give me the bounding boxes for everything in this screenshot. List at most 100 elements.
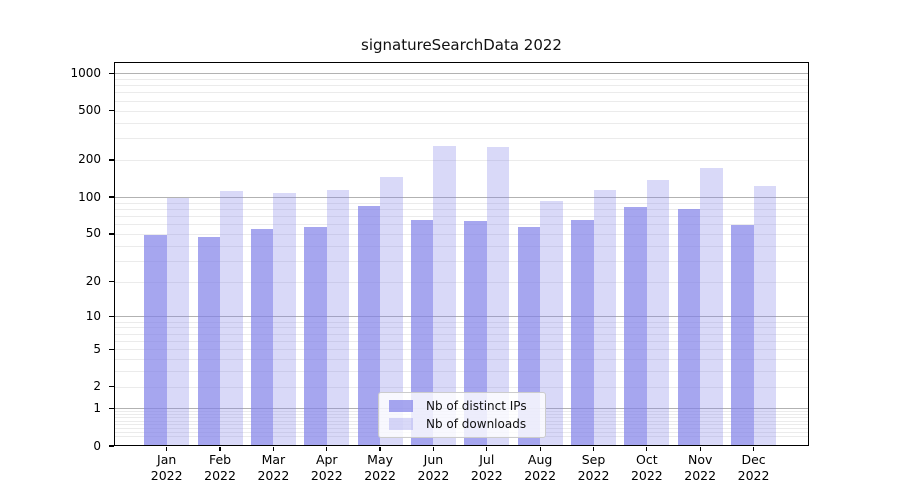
- x-tick-mark: [646, 446, 648, 451]
- grid-line-minor: [114, 341, 809, 343]
- y-tick-mark: [109, 445, 114, 447]
- legend: Nb of distinct IPs Nb of downloads: [378, 392, 546, 438]
- bar: [646, 180, 670, 446]
- grid-line-minor: [114, 202, 809, 204]
- x-tick-mark: [432, 446, 435, 451]
- grid-line-minor: [114, 100, 809, 102]
- grid-line-major: [114, 316, 809, 318]
- x-tick-label: Sep 2022: [577, 452, 610, 483]
- grid-line-minor: [114, 233, 809, 235]
- y-tick-mark: [109, 281, 114, 283]
- x-tick-label: Feb 2022: [204, 452, 236, 483]
- x-tick-label: Jan 2022: [150, 452, 183, 483]
- x-tick-label: Mar 2022: [257, 452, 290, 483]
- grid-line-minor: [114, 216, 809, 218]
- x-tick-label: Nov 2022: [684, 452, 717, 483]
- grid-line-minor: [114, 281, 809, 283]
- legend-label: Nb of distinct IPs: [426, 399, 527, 414]
- y-tick-label: 100: [78, 189, 101, 204]
- bar: [144, 234, 167, 446]
- x-tick-mark: [272, 446, 275, 451]
- y-tick-label: 1: [93, 401, 101, 416]
- legend-label: Nb of downloads: [426, 416, 527, 431]
- grid-line-minor: [114, 321, 809, 323]
- x-tick-label: Aug 2022: [524, 452, 557, 483]
- grid-line-minor: [114, 110, 809, 112]
- y-tick-label: 2: [93, 379, 101, 394]
- grid-line-minor: [114, 349, 809, 351]
- x-tick-label: Jun 2022: [417, 452, 450, 483]
- bar: [677, 208, 701, 446]
- x-tick-label: Apr 2022: [310, 452, 343, 483]
- bar: [517, 226, 541, 446]
- bar: [410, 219, 434, 446]
- legend-swatch-distinct-ips: [389, 400, 413, 413]
- grid-line-minor: [114, 333, 809, 335]
- grid-line-major: [114, 196, 809, 198]
- bar: [250, 228, 274, 446]
- x-tick-mark: [326, 446, 328, 451]
- x-tick-label: May 2022: [364, 452, 396, 483]
- bar: [197, 237, 221, 446]
- y-tick-label: 500: [78, 103, 101, 118]
- y-tick-label: 1000: [70, 65, 101, 80]
- bar: [700, 167, 723, 446]
- bar: [464, 220, 487, 446]
- x-tick-label: Jul 2022: [470, 452, 503, 483]
- x-tick-mark: [166, 446, 168, 451]
- y-tick-mark: [109, 109, 114, 112]
- x-tick-mark: [699, 446, 701, 451]
- bar: [731, 225, 754, 446]
- y-tick-label: 20: [85, 274, 101, 289]
- bar: [624, 206, 647, 446]
- bar: [571, 219, 594, 446]
- grid-line-minor: [114, 208, 809, 210]
- grid-line-minor: [114, 159, 809, 161]
- bar: [326, 190, 350, 446]
- y-tick-mark: [109, 315, 114, 318]
- x-tick-label: Oct 2022: [630, 452, 663, 483]
- grid-line-minor: [114, 260, 809, 262]
- grid-line-minor: [114, 245, 809, 247]
- bar: [380, 177, 403, 446]
- grid-line-minor: [114, 224, 809, 226]
- y-tick-label: 0: [93, 438, 101, 453]
- y-tick-label: 10: [85, 309, 101, 324]
- y-tick-label: 5: [93, 341, 101, 356]
- grid-line-minor: [114, 327, 809, 329]
- chart-title: signatureSearchData 2022: [361, 36, 562, 54]
- y-tick-mark: [109, 72, 114, 74]
- grid-line-major: [114, 72, 809, 74]
- grid-line-minor: [114, 92, 809, 94]
- x-tick-mark: [486, 446, 488, 451]
- grid-line-minor: [114, 359, 809, 361]
- bar: [357, 206, 381, 446]
- bar: [433, 145, 456, 446]
- y-tick-mark: [109, 348, 114, 350]
- bar: [304, 226, 327, 446]
- x-tick-label: Dec 2022: [737, 452, 770, 483]
- bar: [753, 185, 777, 446]
- bar: [166, 198, 190, 446]
- y-tick-mark: [109, 233, 114, 235]
- y-tick-mark: [109, 386, 114, 388]
- y-tick-mark: [109, 159, 114, 161]
- grid-line-minor: [114, 386, 809, 388]
- x-tick-mark: [752, 446, 755, 451]
- x-tick-mark: [592, 446, 595, 451]
- y-tick-mark: [109, 196, 114, 198]
- bar: [273, 193, 296, 446]
- y-tick-label: 200: [78, 152, 101, 167]
- x-tick-mark: [379, 446, 381, 451]
- grid-line-minor: [114, 78, 809, 80]
- grid-line-minor: [114, 138, 809, 140]
- grid-line-minor: [114, 371, 809, 373]
- bar: [593, 190, 616, 446]
- bar: [540, 200, 563, 446]
- y-tick-label: 50: [85, 226, 101, 241]
- plot-area: [114, 62, 809, 446]
- grid-line-minor: [114, 122, 809, 124]
- y-tick-mark: [109, 407, 114, 410]
- x-tick-mark: [219, 446, 221, 451]
